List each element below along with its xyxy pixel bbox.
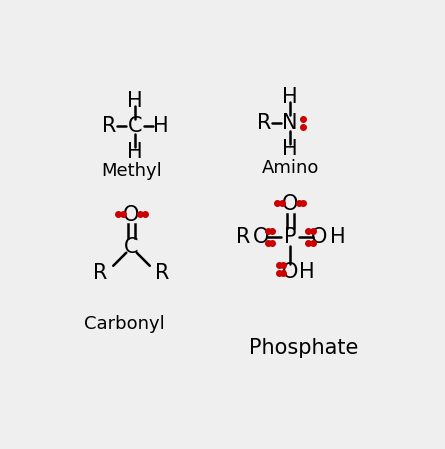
Text: H: H xyxy=(282,139,298,159)
Text: O: O xyxy=(282,194,298,214)
Text: C: C xyxy=(128,116,142,136)
Text: O: O xyxy=(253,227,269,247)
Text: H: H xyxy=(330,227,345,247)
Text: R: R xyxy=(102,116,116,136)
Text: H: H xyxy=(299,262,315,282)
Text: Phosphate: Phosphate xyxy=(249,338,359,358)
Text: H: H xyxy=(127,91,143,110)
Text: Amino: Amino xyxy=(262,159,319,177)
Text: R: R xyxy=(155,264,170,283)
Text: C: C xyxy=(124,238,139,257)
Text: H: H xyxy=(282,87,298,107)
Text: R: R xyxy=(257,113,271,133)
Text: H: H xyxy=(127,142,143,163)
Text: N: N xyxy=(283,113,298,133)
Text: P: P xyxy=(284,227,296,247)
Text: Methyl: Methyl xyxy=(101,163,162,180)
Text: O: O xyxy=(282,262,298,282)
Text: O: O xyxy=(123,205,140,224)
Text: O: O xyxy=(311,227,328,247)
Text: R: R xyxy=(93,264,108,283)
Text: Carbonyl: Carbonyl xyxy=(84,315,165,333)
Text: R: R xyxy=(235,227,250,247)
Text: H: H xyxy=(153,116,169,136)
